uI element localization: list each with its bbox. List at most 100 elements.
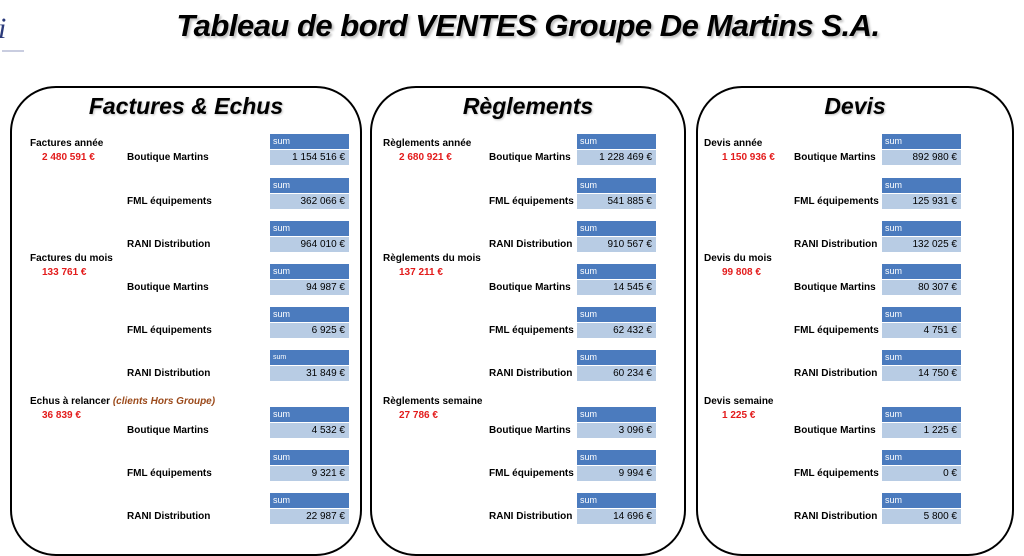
panel-reglements: Règlements Règlements année 2 680 921 € sum…	[370, 86, 686, 556]
sum-value-cell: 4 751 €	[882, 323, 961, 338]
sum-value-cell: 22 987 €	[270, 509, 349, 524]
row-label: RANI Distribution	[489, 511, 573, 522]
logo-mark-icon: i	[0, 14, 6, 44]
row-label: RANI Distribution	[794, 239, 878, 250]
company-logo: i	[0, 12, 24, 58]
sum-header-cell: sum	[270, 178, 349, 193]
sum-value-cell: 6 925 €	[270, 323, 349, 338]
sum-header-cell: sum	[882, 493, 961, 508]
row-label: Boutique Martins	[489, 282, 571, 293]
sum-header-cell: sum	[882, 221, 961, 236]
row-label: FML équipements	[127, 196, 212, 207]
row-label: RANI Distribution	[489, 239, 573, 250]
sum-value-cell: 14 696 €	[577, 509, 656, 524]
sum-value-cell: 1 225 €	[882, 423, 961, 438]
sum-header-cell: sum	[577, 221, 656, 236]
group-label-text: Factures du mois	[30, 253, 113, 264]
row-label: Boutique Martins	[127, 282, 209, 293]
row-label: RANI Distribution	[794, 511, 878, 522]
sum-header-cell: sum	[270, 450, 349, 465]
sum-value-cell: 80 307 €	[882, 280, 961, 295]
group-note: (clients Hors Groupe)	[112, 396, 216, 407]
sum-value-cell: 9 321 €	[270, 466, 349, 481]
row-label: RANI Distribution	[127, 368, 211, 379]
page-title: Tableau de bord VENTES Groupe De Martins…	[176, 8, 880, 43]
panel-title: Devis	[824, 93, 886, 119]
sum-value-cell: 3 096 €	[577, 423, 656, 438]
group-total: 36 839 €	[42, 410, 81, 421]
sum-header-cell: sum	[270, 264, 349, 279]
sum-value-cell: 62 432 €	[577, 323, 656, 338]
row-label: FML équipements	[489, 468, 574, 479]
row-label: FML équipements	[127, 325, 212, 336]
group-total: 27 786 €	[399, 410, 438, 421]
sum-value-cell: 31 849 €	[270, 366, 349, 381]
group-label: Echus à relancer (clients Hors Groupe)	[30, 395, 215, 408]
sum-value-cell: 60 234 €	[577, 366, 656, 381]
row-label: RANI Distribution	[127, 511, 211, 522]
row-label: RANI Distribution	[127, 239, 211, 250]
row-label: RANI Distribution	[794, 368, 878, 379]
row-label: FML équipements	[127, 468, 212, 479]
sum-header-cell: sum	[577, 264, 656, 279]
row-label: RANI Distribution	[489, 368, 573, 379]
row-label: Boutique Martins	[794, 282, 876, 293]
row-label: Boutique Martins	[794, 152, 876, 163]
sum-value-cell: 14 750 €	[882, 366, 961, 381]
group-label-text: Règlements semaine	[383, 396, 483, 407]
sum-value-cell: 132 025 €	[882, 237, 961, 252]
sum-header-cell: sum	[882, 307, 961, 322]
group-label-text: Echus à relancer	[30, 396, 111, 407]
sum-header-cell: sum	[270, 134, 349, 149]
group-total: 137 211 €	[399, 267, 443, 278]
sum-header-cell: sum	[577, 134, 656, 149]
sum-value-cell: 1 154 516 €	[270, 150, 349, 165]
sum-value-cell: 964 010 €	[270, 237, 349, 252]
group-label: Factures du mois	[30, 252, 113, 265]
group-label-text: Devis du mois	[704, 253, 772, 264]
panel-title: Règlements	[462, 93, 594, 119]
sum-header-cell: sum	[882, 407, 961, 422]
logo-tagline-icon	[2, 50, 24, 52]
sum-value-cell: 5 800 €	[882, 509, 961, 524]
row-label: Boutique Martins	[489, 425, 571, 436]
sum-value-cell: 362 066 €	[270, 194, 349, 209]
group-total: 2 480 591 €	[42, 152, 95, 163]
panel-title: Factures & Echus	[88, 93, 284, 119]
row-label: Boutique Martins	[489, 152, 571, 163]
group-label: Règlements du mois	[383, 252, 481, 265]
row-label: FML équipements	[794, 325, 879, 336]
group-label-text: Devis année	[704, 138, 763, 149]
group-label-text: Devis semaine	[704, 396, 774, 407]
sum-header-cell: sum	[577, 450, 656, 465]
group-label: Devis année	[704, 137, 762, 150]
group-label-text: Factures année	[30, 138, 104, 149]
sum-header-cell: sum	[882, 450, 961, 465]
sum-value-cell: 14 545 €	[577, 280, 656, 295]
sum-header-cell: sum	[270, 221, 349, 236]
group-label-text: Règlements du mois	[383, 253, 481, 264]
row-label: FML équipements	[794, 468, 879, 479]
row-label: FML équipements	[489, 325, 574, 336]
sum-value-cell: 125 931 €	[882, 194, 961, 209]
group-label: Factures année	[30, 137, 103, 150]
group-label-text: Règlements année	[383, 138, 472, 149]
group-label: Règlements semaine	[383, 395, 483, 408]
row-label: FML équipements	[794, 196, 879, 207]
sum-header-cell: sum	[270, 307, 349, 322]
sum-value-cell: 94 987 €	[270, 280, 349, 295]
row-label: FML équipements	[489, 196, 574, 207]
sum-value-cell: 9 994 €	[577, 466, 656, 481]
group-total: 1 150 936 €	[722, 152, 775, 163]
sum-header-cell: sum	[882, 134, 961, 149]
group-total: 133 761 €	[42, 267, 87, 278]
sum-header-cell: sum	[270, 350, 349, 365]
sum-value-cell: 892 980 €	[882, 150, 961, 165]
row-label: Boutique Martins	[794, 425, 876, 436]
group-label: Devis du mois	[704, 252, 772, 265]
sum-header-cell: sum	[577, 407, 656, 422]
sum-value-cell: 0 €	[882, 466, 961, 481]
sum-header-cell: sum	[577, 350, 656, 365]
sum-header-cell: sum	[270, 493, 349, 508]
panel-devis: Devis Devis année 1 150 936 € sum 892 980 € B…	[696, 86, 1014, 556]
